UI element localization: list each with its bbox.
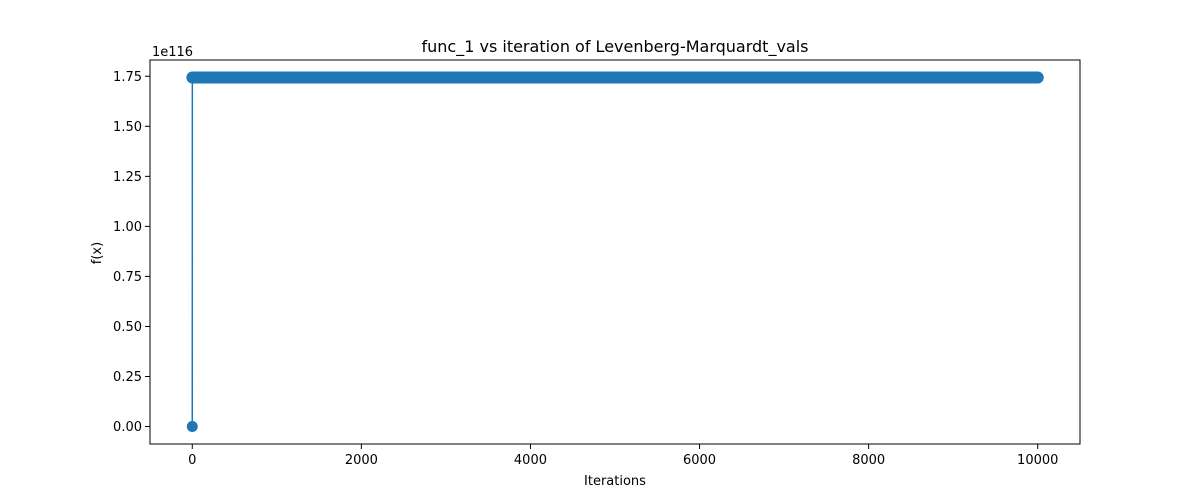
x-tick-label: 2000 [345, 453, 378, 468]
data-point [186, 71, 198, 83]
y-axis-label: f(x) [90, 242, 105, 264]
x-tick-label: 6000 [683, 453, 716, 468]
x-tick-label: 4000 [514, 453, 547, 468]
y-tick-label: 0.75 [113, 270, 142, 285]
data-point [186, 421, 198, 433]
axes-ticks: 0 2000 4000 6000 8000 10000 0.00 0.25 0.50 0.75 1.… [113, 70, 1058, 468]
axes-frame [149, 59, 1081, 445]
y-tick-label: 1.75 [113, 70, 142, 85]
y-tick-label: 0.50 [113, 320, 142, 335]
data-point [1032, 71, 1044, 83]
y-offset-label: 1e116 [152, 45, 193, 60]
x-tick-label: 8000 [852, 453, 885, 468]
y-tick-label: 1.25 [113, 170, 142, 185]
x-axis-label: Iterations [584, 474, 646, 489]
x-tick-label: 0 [188, 453, 196, 468]
y-tick-label: 1.50 [113, 120, 142, 135]
y-tick-label: 0.00 [113, 420, 142, 435]
plot-area [186, 71, 1044, 433]
x-tick-label: 10000 [1017, 453, 1058, 468]
chart-title: func_1 vs iteration of Levenberg-Marquar… [422, 37, 809, 57]
y-tick-label: 0.25 [113, 370, 142, 385]
y-tick-label: 1.00 [113, 220, 142, 235]
series-line [191, 76, 1038, 427]
